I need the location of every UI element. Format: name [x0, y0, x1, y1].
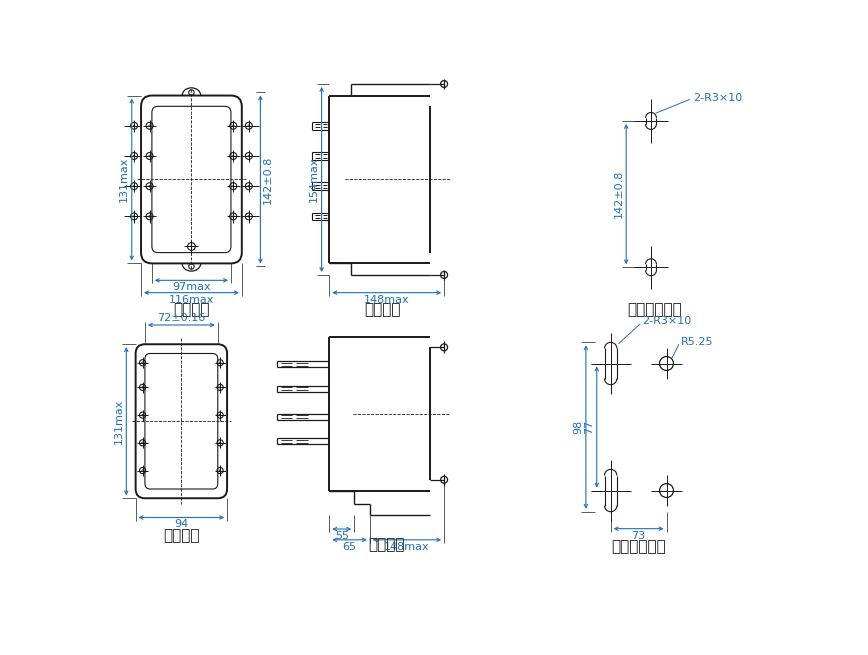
Text: 板前接线: 板前接线: [174, 302, 210, 317]
Text: 板后接线: 板后接线: [369, 537, 405, 552]
Text: 板前接线: 板前接线: [365, 302, 401, 317]
Text: 94: 94: [174, 519, 188, 529]
Text: 板后接线: 板后接线: [163, 528, 200, 543]
Text: 116max: 116max: [168, 295, 214, 305]
Text: 板前接线开孔: 板前接线开孔: [628, 302, 682, 317]
Text: 板后接线开孔: 板后接线开孔: [611, 539, 666, 554]
Text: R5.25: R5.25: [681, 337, 713, 347]
Text: 131max: 131max: [114, 398, 123, 444]
Text: 73: 73: [632, 531, 646, 540]
Text: 142±0.8: 142±0.8: [614, 170, 623, 218]
Text: 131max: 131max: [119, 157, 129, 202]
Text: 98: 98: [573, 420, 583, 434]
Text: 142±0.8: 142±0.8: [263, 155, 273, 204]
Text: 72±0.16: 72±0.16: [157, 313, 206, 323]
Text: 2-R3×10: 2-R3×10: [694, 93, 743, 103]
Text: 2-R3×10: 2-R3×10: [641, 316, 691, 326]
Text: 77: 77: [584, 420, 594, 434]
Text: 148max: 148max: [364, 295, 410, 305]
Text: 148max: 148max: [384, 542, 430, 552]
Text: 97max: 97max: [172, 282, 211, 292]
Text: 55: 55: [335, 531, 349, 541]
Text: 154max: 154max: [309, 157, 319, 202]
Text: 65: 65: [343, 542, 357, 552]
